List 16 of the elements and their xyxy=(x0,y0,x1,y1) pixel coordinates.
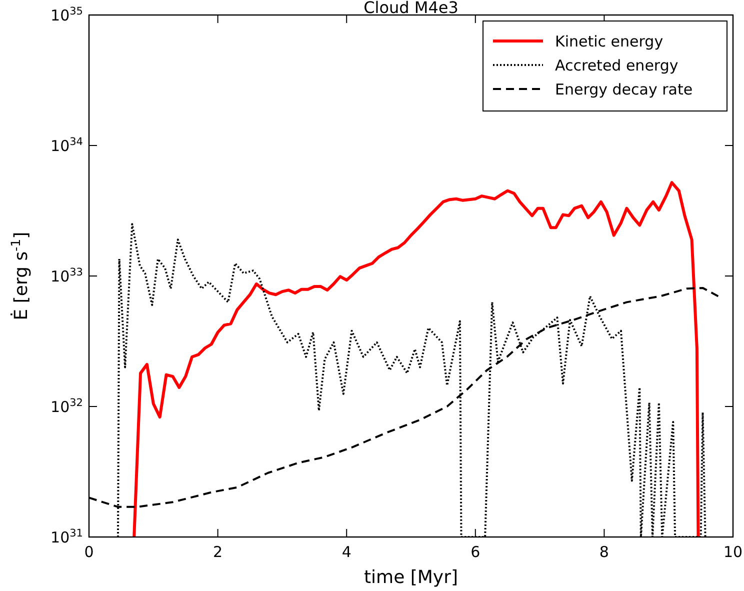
x-axis-title: time [Myr] xyxy=(364,567,458,588)
y-tick-label: 10$^{31}$ xyxy=(50,527,83,546)
y-tick-label: 10$^{34}$ xyxy=(50,136,84,155)
x-tick-label: 8 xyxy=(599,543,609,561)
y-tick-label: 10$^{33}$ xyxy=(50,266,83,286)
legend-label: Kinetic energy xyxy=(555,32,664,50)
x-tick-label: 6 xyxy=(470,543,480,561)
x-tick-label: 0 xyxy=(84,543,94,561)
chart-title: Cloud M4e3 xyxy=(364,0,458,17)
y-tick-label: 10$^{35}$ xyxy=(50,5,83,24)
x-tick-label: 2 xyxy=(213,543,223,561)
x-tick-label: 10 xyxy=(723,543,743,561)
x-tick-label: 4 xyxy=(342,543,352,561)
y-tick-label: 10$^{32}$ xyxy=(50,396,83,416)
legend-label: Energy decay rate xyxy=(555,80,693,98)
legend-label: Accreted energy xyxy=(555,56,678,74)
